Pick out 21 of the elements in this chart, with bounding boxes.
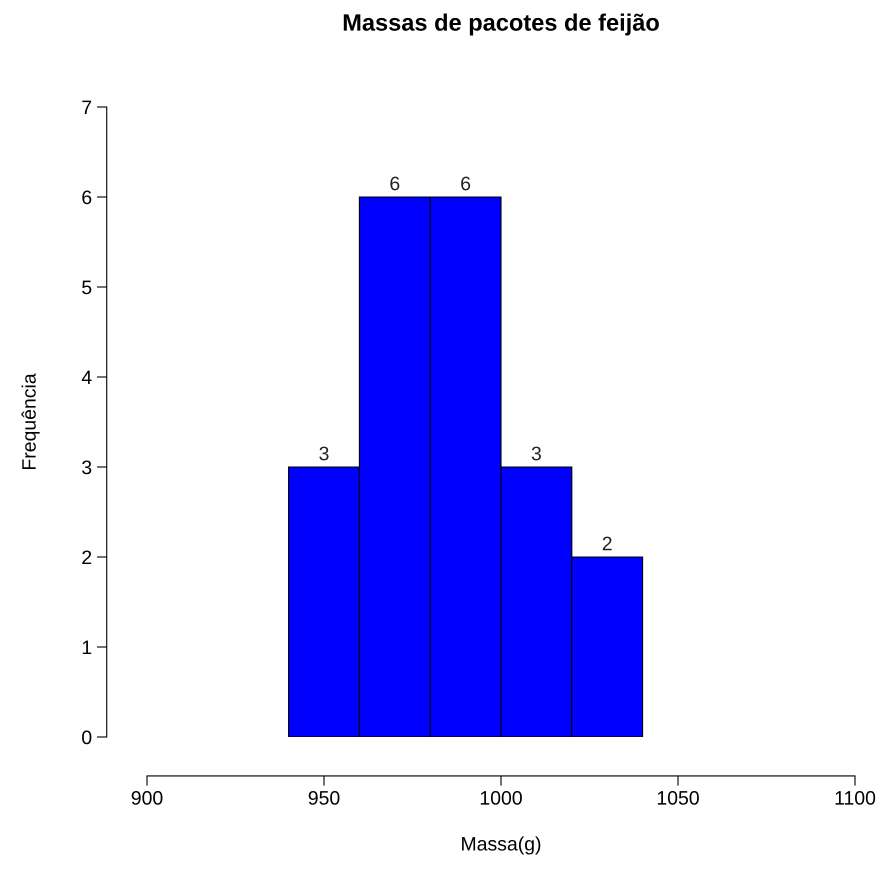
y-tick-label: 5 — [82, 280, 92, 294]
data-label: 6 — [390, 176, 400, 190]
x-tick-label: 900 — [132, 790, 162, 805]
x-tick-label: 1100 — [836, 790, 876, 805]
chart-title: Massas de pacotes de feijão — [344, 14, 659, 36]
data-label: 2 — [602, 536, 612, 550]
y-tick-label: 2 — [82, 550, 92, 564]
y-tick-label: 4 — [82, 370, 92, 384]
y-tick-label: 0 — [82, 730, 92, 744]
y-tick-label: 3 — [82, 460, 92, 474]
y-tick-label: 7 — [82, 100, 92, 114]
y-tick-label: 6 — [82, 190, 92, 204]
x-tick-label: 1050 — [658, 790, 699, 805]
x-tick-label: 1000 — [480, 790, 522, 805]
y-tick-label: 1 — [82, 640, 92, 654]
data-label: 3 — [319, 446, 329, 460]
x-axis-title: Massa(g) — [462, 836, 540, 854]
data-label: 3 — [532, 446, 541, 460]
x-tick-label: 950 — [308, 790, 340, 805]
y-axis-title: Frequência — [21, 373, 40, 470]
data-label: 6 — [461, 176, 470, 190]
